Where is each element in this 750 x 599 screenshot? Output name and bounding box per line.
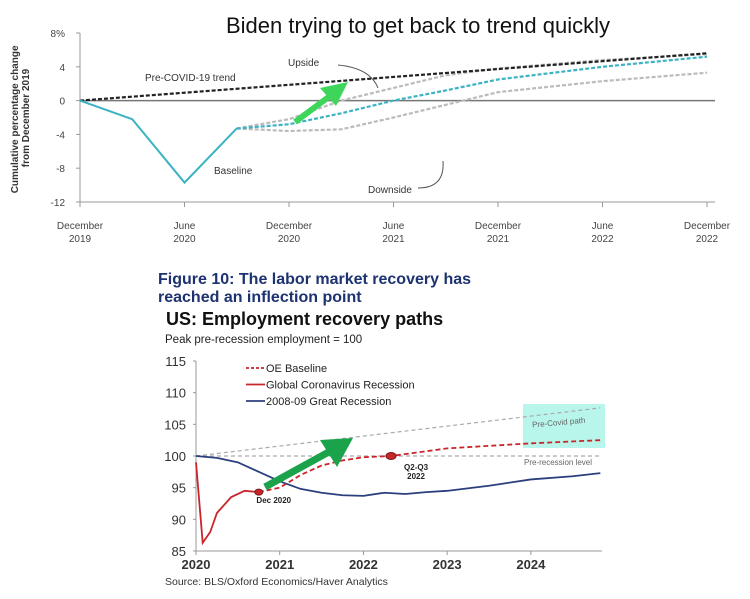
top-x-tick-label: December 2019 (57, 221, 104, 245)
bottom-series-pre-covid-path (195, 407, 601, 457)
bottom-y-tick-label: 110 (165, 386, 186, 401)
top-y-tick-label: -4 (56, 130, 65, 141)
bottom-y-tick-label: 90 (172, 512, 186, 527)
bottom-marker-dot (385, 452, 397, 460)
bottom-y-tick-label: 100 (164, 449, 186, 464)
annotation-pre-covid-trend: Pre-COVID-19 trend (145, 73, 236, 84)
bottom-series-2008-09-great-recession (195, 455, 601, 497)
top-x-tick-label: June 2022 (591, 221, 614, 245)
bottom-series-oe-baseline (258, 439, 601, 493)
top-x-tick-label-line: 2019 (69, 234, 92, 245)
top-y-tick-label: 4 (59, 63, 65, 74)
green-arrow-icon (263, 438, 353, 491)
legend-label: Global Coronavirus Recession (266, 380, 415, 392)
top-x-tick-label: June 2021 (382, 221, 405, 245)
bottom-x-tick-label: 2024 (516, 557, 546, 572)
top-series-baseline (79, 99, 238, 185)
top-x-tick-label: December 2020 (266, 221, 313, 245)
top-y-axis-label: Cumulative percentage change from Decemb… (10, 43, 32, 194)
bottom-y-tick-label: 115 (165, 354, 186, 369)
top-chart: Biden trying to get back to trend quickl… (10, 13, 731, 245)
top-chart-title: Biden trying to get back to trend quickl… (226, 13, 610, 38)
top-y-tick-label: 8% (51, 29, 66, 40)
downside-pointer-arrow (417, 160, 444, 189)
top-x-tick-label: December 2022 (684, 221, 731, 245)
top-y-tick-label: 0 (59, 97, 65, 108)
bottom-chart: Figure 10: The labor market recovery has… (158, 271, 605, 588)
annotation-pre-recession-level: Pre-recession level (524, 458, 592, 467)
top-series-downside (236, 71, 708, 133)
legend-label: OE Baseline (266, 363, 327, 375)
marker-label-q2-q3-2022: Q2-Q3 2022 (404, 463, 429, 481)
top-x-tick-label-line: December (684, 221, 731, 232)
legend-label: 2008-09 Great Recession (266, 396, 391, 408)
top-x-tick-label-line: 2020 (173, 234, 196, 245)
bottom-x-tick-label: 2022 (349, 557, 378, 572)
top-x-tick-label-line: 2021 (487, 234, 510, 245)
bottom-x-tick-label: 2020 (182, 557, 211, 572)
top-x-tick-label-line: June (383, 221, 405, 232)
figure-caption: Figure 10: The labor market recovery has… (158, 271, 475, 306)
bottom-y-tick-label: 85 (172, 544, 186, 559)
annotation-downside: Downside (368, 185, 412, 196)
top-x-tick-label-line: December (57, 221, 104, 232)
annotation-upside: Upside (288, 58, 320, 69)
chart-source: Source: BLS/Oxford Economics/Haver Analy… (165, 576, 388, 588)
bottom-x-tick-label: 2023 (433, 557, 462, 572)
marker-label-dec-2020: Dec 2020 (256, 496, 291, 505)
top-x-tick-label-line: 2022 (696, 234, 719, 245)
bottom-chart-title: US: Employment recovery paths (166, 309, 443, 329)
bottom-chart-subtitle: Peak pre-recession employment = 100 (165, 334, 362, 346)
upside-pointer-arrow (337, 64, 379, 89)
top-x-tick-label-line: 2020 (278, 234, 301, 245)
bottom-series-global-coronavirus-recession (195, 462, 259, 546)
bottom-y-tick-label: 95 (172, 481, 186, 496)
bottom-y-tick-label: 105 (164, 417, 186, 432)
marker-label-line: Q2-Q3 (404, 463, 429, 472)
top-y-tick-label: -12 (51, 198, 66, 209)
top-x-tick-label-line: 2021 (382, 234, 405, 245)
marker-label-line: 2022 (407, 472, 425, 481)
top-x-tick-label: December 2021 (475, 221, 522, 245)
top-x-tick-label-line: December (475, 221, 522, 232)
top-x-tick-label-line: June (592, 221, 614, 232)
green-arrow-icon (293, 82, 348, 125)
annotation-baseline: Baseline (214, 166, 253, 177)
top-x-tick-label-line: December (266, 221, 313, 232)
top-series-pre-covid-19-trend (79, 52, 708, 102)
top-y-tick-label: -8 (56, 164, 65, 175)
bottom-marker-dot (254, 488, 264, 496)
bottom-x-tick-label: 2021 (265, 557, 294, 572)
top-x-tick-label-line: 2022 (591, 234, 614, 245)
top-x-tick-label-line: June (174, 221, 196, 232)
top-x-tick-label: June 2020 (173, 221, 196, 245)
